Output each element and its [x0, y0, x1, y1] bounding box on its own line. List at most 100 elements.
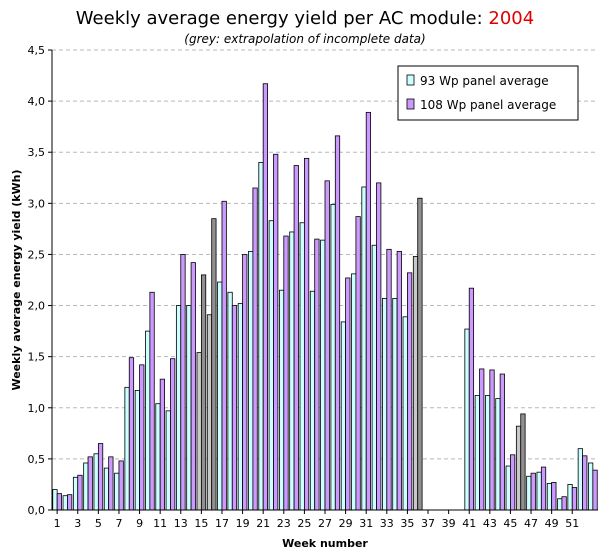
bar-108wp-week-45 — [510, 454, 516, 511]
bar-108wp-week-19 — [242, 254, 248, 511]
x-tick-label: 43 — [483, 517, 497, 530]
bar-93wp-week-45 — [505, 465, 511, 511]
bar-93wp-week-32 — [371, 244, 377, 511]
x-tick-label: 5 — [95, 517, 102, 530]
x-tick-label: 3 — [74, 517, 81, 530]
bar-108wp-week-23 — [283, 235, 289, 511]
bar-108wp-week-44 — [499, 373, 505, 511]
bar-108wp-week-53 — [592, 469, 598, 511]
bar-108wp-week-2 — [67, 494, 73, 511]
x-tick-label: 13 — [174, 517, 188, 530]
bar-93wp-week-3 — [72, 476, 79, 511]
bar-108wp-week-48 — [540, 466, 547, 511]
bar-93wp-week-31 — [361, 186, 367, 511]
bar-93wp-week-8 — [124, 386, 130, 511]
bar-108wp-week-22 — [273, 153, 279, 511]
bar-108wp-week-26 — [314, 238, 320, 511]
bar-108wp-week-49 — [551, 481, 557, 511]
bar-108wp-week-4 — [87, 456, 93, 511]
bar-108wp-week-13 — [180, 254, 186, 511]
bar-108wp-week-52 — [582, 455, 588, 511]
bar-108wp-week-16 — [211, 218, 217, 511]
bar-93wp-week-21 — [258, 162, 264, 511]
bar-93wp-week-14 — [186, 305, 192, 511]
x-tick-label: 45 — [503, 517, 517, 530]
bar-108wp-week-42 — [479, 368, 485, 511]
bar-108wp-week-28 — [334, 135, 341, 511]
axes-layer: 0,00,51,01,52,02,53,03,54,04,51 3 5 7 9 11 13 1… — [28, 44, 598, 530]
x-tick-label: 41 — [462, 517, 476, 530]
bar-108wp-week-34 — [396, 250, 402, 511]
bar-108wp-week-46 — [520, 413, 526, 511]
bar-93wp-week-6 — [103, 467, 110, 511]
x-tick-label: 23 — [277, 517, 291, 530]
x-tick-label: 39 — [442, 517, 456, 530]
bar-93wp-week-13 — [175, 305, 182, 511]
y-tick-label: 0,0 — [28, 504, 46, 517]
y-tick-label: 1,0 — [28, 402, 46, 415]
bar-108wp-week-8 — [128, 357, 135, 511]
bar-93wp-week-52 — [577, 448, 583, 511]
bar-93wp-week-1 — [52, 489, 58, 511]
x-tick-label: 51 — [565, 517, 579, 530]
bar-108wp-week-18 — [231, 305, 238, 511]
bar-93wp-week-50 — [557, 498, 563, 511]
bar-93wp-week-5 — [93, 453, 99, 511]
bar-108wp-week-50 — [561, 496, 567, 511]
bar-108wp-week-41 — [468, 287, 475, 511]
y-tick-label: 4,5 — [28, 44, 46, 57]
x-tick-label: 7 — [115, 517, 122, 530]
y-tick-label: 4,0 — [28, 95, 46, 108]
bar-93wp-week-26 — [309, 290, 316, 511]
bar-93wp-week-49 — [546, 483, 553, 511]
legend-swatch-108wp — [406, 98, 415, 110]
bar-108wp-week-9 — [139, 364, 145, 511]
x-tick-label: 31 — [359, 517, 373, 530]
bar-108wp-week-43 — [489, 369, 495, 511]
bar-108wp-week-15 — [200, 274, 207, 511]
bar-108wp-week-5 — [97, 443, 104, 511]
bar-93wp-week-24 — [289, 231, 295, 511]
bar-108wp-week-27 — [324, 180, 330, 511]
bar-108wp-week-47 — [530, 472, 536, 511]
bar-93wp-week-25 — [299, 222, 305, 511]
bar-93wp-week-35 — [402, 316, 408, 511]
x-axis-title: Week number — [282, 537, 368, 550]
bar-93wp-week-34 — [392, 297, 398, 511]
bar-108wp-week-10 — [149, 291, 155, 511]
legend-label-108wp: 108 Wp panel average — [420, 98, 556, 112]
x-tick-label: 37 — [421, 517, 435, 530]
x-tick-label: 15 — [194, 517, 208, 530]
bar-108wp-week-12 — [170, 358, 176, 511]
bar-93wp-week-47 — [526, 475, 532, 511]
bar-108wp-week-1 — [56, 493, 62, 511]
bar-93wp-week-16 — [206, 314, 213, 511]
bar-93wp-week-12 — [165, 410, 171, 511]
x-tick-label: 21 — [256, 517, 270, 530]
bar-108wp-week-20 — [252, 187, 258, 511]
bar-93wp-week-53 — [588, 462, 594, 511]
bar-108wp-week-11 — [159, 378, 165, 511]
x-tick-label: 29 — [339, 517, 353, 530]
bar-93wp-week-46 — [515, 425, 522, 511]
bar-108wp-week-3 — [77, 474, 83, 511]
bar-93wp-week-27 — [320, 239, 326, 511]
bar-93wp-week-30 — [351, 273, 357, 511]
x-tick-label: 17 — [215, 517, 229, 530]
bar-108wp-week-33 — [386, 248, 392, 511]
bar-93wp-week-28 — [330, 203, 336, 511]
bar-108wp-week-14 — [190, 262, 196, 511]
bar-93wp-week-17 — [217, 281, 223, 511]
x-tick-label: 11 — [153, 517, 167, 530]
y-tick-label: 1,5 — [28, 351, 46, 364]
chart-title-row: Weekly average energy yield per AC modul… — [0, 8, 610, 29]
bar-93wp-week-41 — [464, 328, 470, 511]
bar-93wp-week-29 — [340, 321, 347, 511]
bar-93wp-week-22 — [268, 220, 274, 511]
bars-layer — [52, 83, 598, 511]
bar-93wp-week-7 — [114, 472, 120, 511]
chart-title-year: 2004 — [488, 8, 535, 29]
bar-108wp-week-30 — [355, 216, 361, 511]
bar-93wp-week-36 — [412, 256, 419, 511]
